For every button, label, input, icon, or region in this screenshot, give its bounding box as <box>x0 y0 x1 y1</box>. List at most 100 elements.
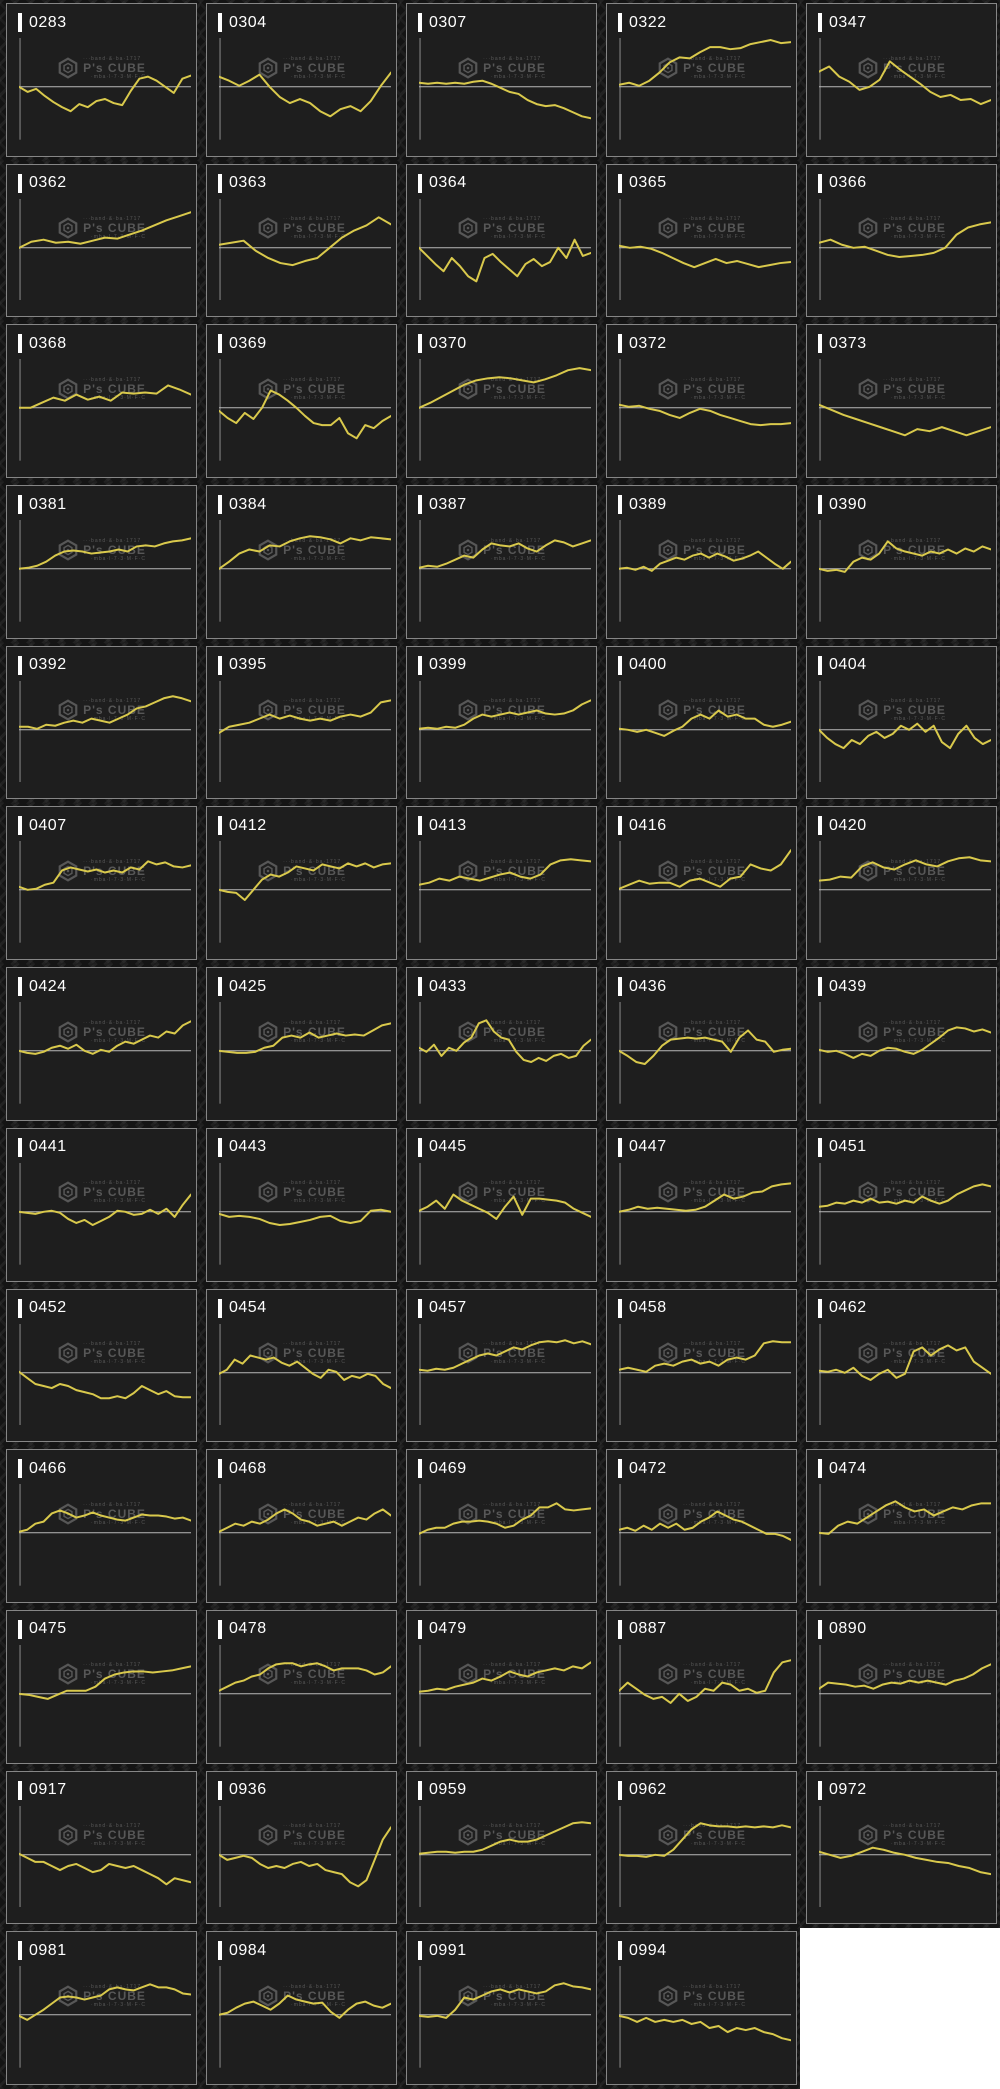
machine-chart-cell: 0400 ···band·&·ba·1717 P's CUBE ·mba·l·7… <box>606 645 797 800</box>
machine-number-text: 0443 <box>229 1138 267 1156</box>
machine-chart-tile[interactable]: 0478 ···band·&·ba·1717 P's CUBE ·mba·l·7… <box>200 1606 400 1768</box>
machine-chart-tile[interactable]: 0390 ···band·&·ba·1717 P's CUBE ·mba·l·7… <box>800 482 1000 643</box>
machine-chart-tile[interactable]: 0962 ···band·&·ba·1717 P's CUBE ·mba·l·7… <box>600 1767 800 1929</box>
machine-number-label: 0373 <box>818 334 867 354</box>
machine-chart-tile[interactable]: 0283 ···band·&·ba·1717 P's CUBE ·mba·l·7… <box>0 0 200 161</box>
machine-number-text: 0447 <box>629 1138 667 1156</box>
machine-chart-tile[interactable]: 0475 ···band·&·ba·1717 P's CUBE ·mba·l·7… <box>0 1606 200 1768</box>
machine-chart-tile[interactable]: 0447 ···band·&·ba·1717 P's CUBE ·mba·l·7… <box>600 1124 800 1286</box>
sparkline-chart <box>819 199 991 301</box>
machine-number-label: 0322 <box>618 13 667 32</box>
machine-chart-tile[interactable]: 0917 ···band·&·ba·1717 P's CUBE ·mba·l·7… <box>0 1767 200 1929</box>
machine-chart-tile[interactable]: 0362 ···band·&·ba·1717 P's CUBE ·mba·l·7… <box>0 160 200 322</box>
machine-chart-tile[interactable]: 0304 ···band·&·ba·1717 P's CUBE ·mba·l·7… <box>200 0 400 161</box>
machine-chart-tile[interactable]: 0936 ···band·&·ba·1717 P's CUBE ·mba·l·7… <box>200 1767 400 1929</box>
machine-number-label: 0424 <box>18 977 67 997</box>
machine-chart-tile[interactable]: 0368 ···band·&·ba·1717 P's CUBE ·mba·l·7… <box>0 321 200 483</box>
machine-chart-tile[interactable]: 0458 ···band·&·ba·1717 P's CUBE ·mba·l·7… <box>600 1285 800 1447</box>
machine-chart-cell: 0369 ···band·&·ba·1717 P's CUBE ·mba·l·7… <box>206 324 397 479</box>
machine-chart-tile[interactable]: 0474 ···band·&·ba·1717 P's CUBE ·mba·l·7… <box>800 1446 1000 1607</box>
machine-chart-tile[interactable]: 0472 ···band·&·ba·1717 P's CUBE ·mba·l·7… <box>600 1446 800 1607</box>
machine-chart-tile[interactable]: 0381 ···band·&·ba·1717 P's CUBE ·mba·l·7… <box>0 482 200 643</box>
machine-chart-tile[interactable]: 0439 ···band·&·ba·1717 P's CUBE ·mba·l·7… <box>800 964 1000 1125</box>
machine-chart-tile[interactable]: 0413 ···band·&·ba·1717 P's CUBE ·mba·l·7… <box>400 803 600 965</box>
machine-chart-tile[interactable]: 0387 ···band·&·ba·1717 P's CUBE ·mba·l·7… <box>400 482 600 643</box>
machine-chart-tile[interactable]: 0364 ···band·&·ba·1717 P's CUBE ·mba·l·7… <box>400 160 600 322</box>
machine-chart-tile[interactable]: 0400 ···band·&·ba·1717 P's CUBE ·mba·l·7… <box>600 642 800 804</box>
label-bar <box>418 816 422 836</box>
machine-chart-tile[interactable]: 0407 ···band·&·ba·1717 P's CUBE ·mba·l·7… <box>0 803 200 965</box>
machine-number-text: 0466 <box>29 1459 67 1477</box>
machine-chart-tile[interactable]: 0462 ···band·&·ba·1717 P's CUBE ·mba·l·7… <box>800 1285 1000 1447</box>
machine-chart-tile[interactable]: 0441 ···band·&·ba·1717 P's CUBE ·mba·l·7… <box>0 1124 200 1286</box>
machine-chart-tile[interactable]: 0370 ···band·&·ba·1717 P's CUBE ·mba·l·7… <box>400 321 600 483</box>
machine-chart-tile[interactable]: 0399 ···band·&·ba·1717 P's CUBE ·mba·l·7… <box>400 642 600 804</box>
machine-chart-tile[interactable]: 0369 ···band·&·ba·1717 P's CUBE ·mba·l·7… <box>200 321 400 483</box>
machine-number-text: 0416 <box>629 816 667 834</box>
machine-number-label: 0457 <box>418 1298 467 1318</box>
sparkline <box>419 81 591 119</box>
machine-chart-tile[interactable]: 0372 ···band·&·ba·1717 P's CUBE ·mba·l·7… <box>600 321 800 483</box>
sparkline <box>219 1023 391 1052</box>
machine-number-label: 0433 <box>418 977 467 997</box>
sparkline-chart <box>619 1484 791 1586</box>
machine-number-label: 0991 <box>418 1941 467 1961</box>
machine-chart-tile[interactable]: 0424 ···band·&·ba·1717 P's CUBE ·mba·l·7… <box>0 964 200 1125</box>
machine-chart-tile[interactable]: 0479 ···band·&·ba·1717 P's CUBE ·mba·l·7… <box>400 1606 600 1768</box>
machine-chart-cell: 0436 ···band·&·ba·1717 P's CUBE ·mba·l·7… <box>606 967 797 1121</box>
sparkline <box>19 386 191 408</box>
machine-chart-tile[interactable]: 0451 ···band·&·ba·1717 P's CUBE ·mba·l·7… <box>800 1124 1000 1286</box>
machine-chart-tile[interactable]: 0452 ···band·&·ba·1717 P's CUBE ·mba·l·7… <box>0 1285 200 1447</box>
machine-chart-tile[interactable]: 0981 ···band·&·ba·1717 P's CUBE ·mba·l·7… <box>0 1928 200 2089</box>
machine-chart-tile[interactable]: 0425 ···band·&·ba·1717 P's CUBE ·mba·l·7… <box>200 964 400 1125</box>
machine-chart-tile[interactable]: 0468 ···band·&·ba·1717 P's CUBE ·mba·l·7… <box>200 1446 400 1607</box>
machine-number-label: 0472 <box>618 1459 667 1479</box>
machine-chart-tile[interactable]: 0404 ···band·&·ba·1717 P's CUBE ·mba·l·7… <box>800 642 1000 804</box>
machine-chart-cell: 0469 ···band·&·ba·1717 P's CUBE ·mba·l·7… <box>406 1449 597 1603</box>
machine-chart-tile[interactable]: 0395 ···band·&·ba·1717 P's CUBE ·mba·l·7… <box>200 642 400 804</box>
sparkline <box>19 1985 191 2021</box>
machine-number-label: 0362 <box>18 173 67 193</box>
machine-chart-tile[interactable]: 0454 ···band·&·ba·1717 P's CUBE ·mba·l·7… <box>200 1285 400 1447</box>
machine-chart-tile[interactable]: 0392 ···band·&·ba·1717 P's CUBE ·mba·l·7… <box>0 642 200 804</box>
sparkline <box>819 1847 991 1873</box>
machine-chart-tile[interactable]: 0959 ···band·&·ba·1717 P's CUBE ·mba·l·7… <box>400 1767 600 1929</box>
machine-chart-tile[interactable]: 0457 ···band·&·ba·1717 P's CUBE ·mba·l·7… <box>400 1285 600 1447</box>
machine-chart-tile[interactable]: 0466 ···band·&·ba·1717 P's CUBE ·mba·l·7… <box>0 1446 200 1607</box>
machine-chart-cell: 0994 ···band·&·ba·1717 P's CUBE ·mba·l·7… <box>606 1931 797 2085</box>
machine-chart-tile[interactable]: 0365 ···band·&·ba·1717 P's CUBE ·mba·l·7… <box>600 160 800 322</box>
machine-chart-tile[interactable]: 0469 ···band·&·ba·1717 P's CUBE ·mba·l·7… <box>400 1446 600 1607</box>
machine-number-text: 0307 <box>429 13 467 31</box>
machine-number-label: 0407 <box>18 816 67 836</box>
machine-chart-tile[interactable]: 0972 ···band·&·ba·1717 P's CUBE ·mba·l·7… <box>800 1767 1000 1929</box>
machine-chart-tile[interactable]: 0443 ···band·&·ba·1717 P's CUBE ·mba·l·7… <box>200 1124 400 1286</box>
label-bar <box>18 495 22 515</box>
label-bar <box>18 1941 22 1961</box>
machine-chart-cell: 0468 ···band·&·ba·1717 P's CUBE ·mba·l·7… <box>206 1449 397 1603</box>
machine-chart-cell: 0433 ···band·&·ba·1717 P's CUBE ·mba·l·7… <box>406 967 597 1121</box>
machine-number-text: 0890 <box>829 1620 867 1638</box>
machine-number-text: 0424 <box>29 977 67 995</box>
machine-chart-tile[interactable]: 0322 ···band·&·ba·1717 P's CUBE ·mba·l·7… <box>600 0 800 161</box>
machine-chart-tile[interactable]: 0347 ···band·&·ba·1717 P's CUBE ·mba·l·7… <box>800 0 1000 161</box>
machine-number-label: 0369 <box>218 334 267 354</box>
machine-chart-tile[interactable]: 0420 ···band·&·ba·1717 P's CUBE ·mba·l·7… <box>800 803 1000 965</box>
machine-chart-tile[interactable]: 0433 ···band·&·ba·1717 P's CUBE ·mba·l·7… <box>400 964 600 1125</box>
sparkline-chart <box>619 520 791 622</box>
machine-chart-tile[interactable]: 0384 ···band·&·ba·1717 P's CUBE ·mba·l·7… <box>200 482 400 643</box>
machine-chart-tile[interactable]: 0416 ···band·&·ba·1717 P's CUBE ·mba·l·7… <box>600 803 800 965</box>
machine-chart-tile[interactable]: 0887 ···band·&·ba·1717 P's CUBE ·mba·l·7… <box>600 1606 800 1768</box>
machine-chart-tile[interactable]: 0366 ···band·&·ba·1717 P's CUBE ·mba·l·7… <box>800 160 1000 322</box>
machine-chart-tile[interactable]: 0436 ···band·&·ba·1717 P's CUBE ·mba·l·7… <box>600 964 800 1125</box>
machine-chart-tile[interactable]: 0307 ···band·&·ba·1717 P's CUBE ·mba·l·7… <box>400 0 600 161</box>
machine-chart-tile[interactable]: 0389 ···band·&·ba·1717 P's CUBE ·mba·l·7… <box>600 482 800 643</box>
machine-chart-tile[interactable]: 0991 ···band·&·ba·1717 P's CUBE ·mba·l·7… <box>400 1928 600 2089</box>
machine-chart-tile[interactable]: 0994 ···band·&·ba·1717 P's CUBE ·mba·l·7… <box>600 1928 800 2089</box>
machine-chart-tile[interactable]: 0984 ···band·&·ba·1717 P's CUBE ·mba·l·7… <box>200 1928 400 2089</box>
machine-chart-tile[interactable]: 0445 ···band·&·ba·1717 P's CUBE ·mba·l·7… <box>400 1124 600 1286</box>
machine-chart-tile[interactable]: 0373 ···band·&·ba·1717 P's CUBE ·mba·l·7… <box>800 321 1000 483</box>
machine-chart-tile[interactable]: 0363 ···band·&·ba·1717 P's CUBE ·mba·l·7… <box>200 160 400 322</box>
machine-chart-tile[interactable]: 0412 ···band·&·ba·1717 P's CUBE ·mba·l·7… <box>200 803 400 965</box>
machine-number-text: 0458 <box>629 1299 667 1316</box>
machine-chart-tile[interactable]: 0890 ···band·&·ba·1717 P's CUBE ·mba·l·7… <box>800 1606 1000 1768</box>
